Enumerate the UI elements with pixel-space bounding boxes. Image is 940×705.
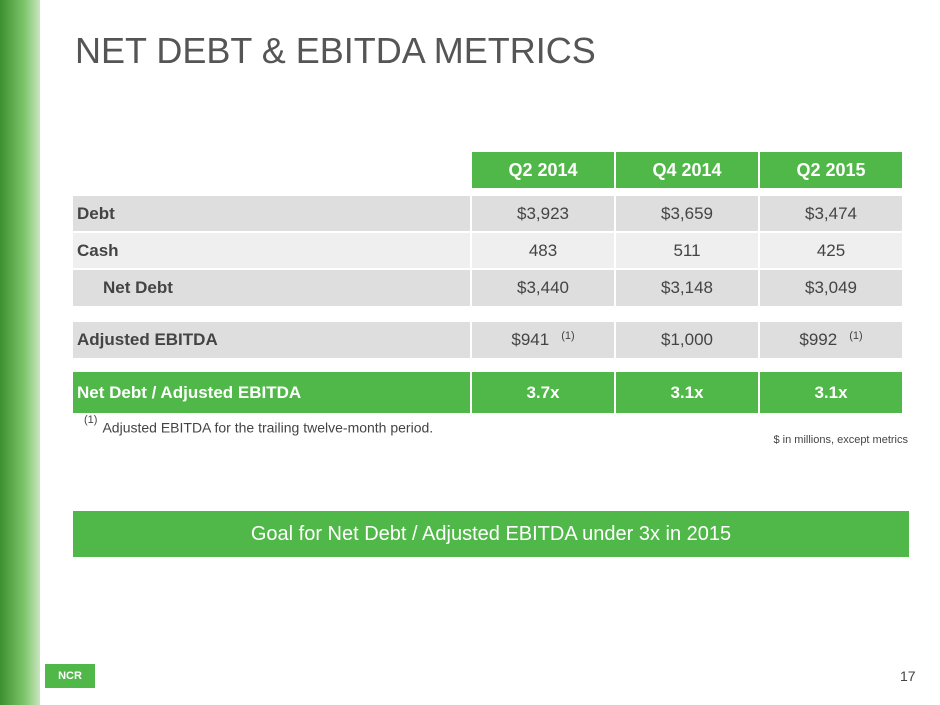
table-cell: 3.1x [616,372,758,413]
table-cell: $1,000 [616,322,758,358]
row-label: Net Debt / Adjusted EBITDA [73,372,470,413]
column-header: Q2 2014 [472,152,614,188]
footnote-marker: (1) [84,414,98,426]
table-cell: $3,923 [472,196,614,231]
table-cell: 511 [616,233,758,268]
row-label: Adjusted EBITDA [73,322,470,358]
cell-value: $992 [799,330,838,349]
row-label: Cash [73,233,470,268]
table-cell: $941 (1) [472,322,614,358]
table-cell: 3.7x [472,372,614,413]
column-header: Q2 2015 [760,152,902,188]
table-cell: 483 [472,233,614,268]
table-cell: $3,049 [760,270,902,306]
logo: NCR [45,664,95,688]
row-label: Net Debt [73,270,470,306]
footnote-text: Adjusted EBITDA for the trailing twelve-… [102,419,434,436]
table-cell: $3,148 [616,270,758,306]
row-label: Debt [73,196,470,231]
cell-value: $1,000 [661,330,713,349]
note-marker: (1) [561,330,575,342]
note-marker: (1) [849,330,863,342]
table-cell: $992 (1) [760,322,902,358]
title: NET DEBT & EBITDA METRICS [75,30,596,71]
table-cell: 425 [760,233,902,268]
cell-value: $941 [511,330,550,349]
table-cell: $3,440 [472,270,614,306]
units-note: $ in millions, except metrics [773,434,909,446]
table-cell: 3.1x [760,372,902,413]
page-number: 17 [900,668,916,684]
side-band [0,0,40,705]
column-header: Q4 2014 [616,152,758,188]
table-cell: $3,659 [616,196,758,231]
goal-banner: Goal for Net Debt / Adjusted EBITDA unde… [73,511,909,557]
footnote: (1) Adjusted EBITDA for the trailing twel… [84,414,434,436]
table-cell: $3,474 [760,196,902,231]
